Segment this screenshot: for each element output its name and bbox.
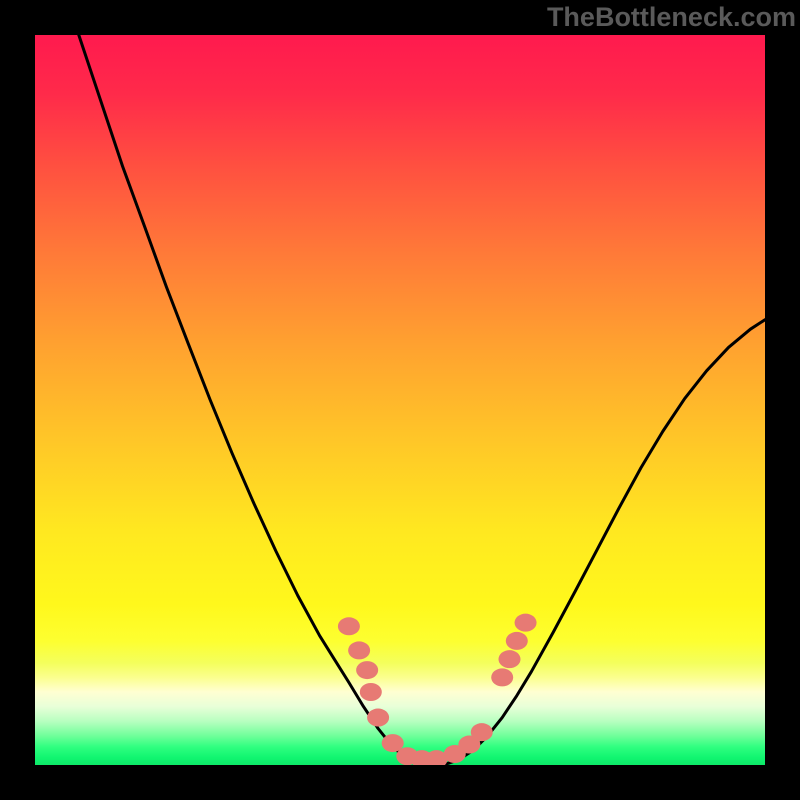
data-marker: [367, 709, 389, 727]
data-marker: [338, 617, 360, 635]
watermark-text: TheBottleneck.com: [520, 2, 796, 33]
data-marker: [360, 683, 382, 701]
plot-area: [35, 35, 765, 765]
data-marker: [506, 632, 528, 650]
plot-svg: [35, 35, 765, 765]
data-marker: [471, 723, 493, 741]
data-marker: [515, 614, 537, 632]
gradient-background: [35, 35, 765, 765]
data-marker: [499, 650, 521, 668]
data-marker: [348, 641, 370, 659]
data-marker: [356, 661, 378, 679]
data-marker: [491, 668, 513, 686]
